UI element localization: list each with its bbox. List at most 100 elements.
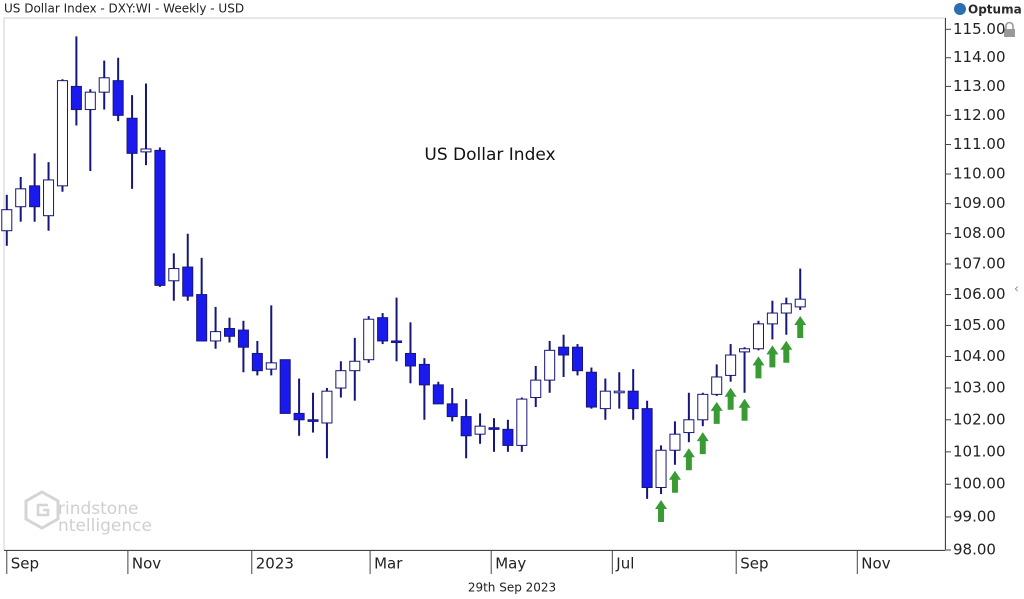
- candle-body: [154, 149, 166, 286]
- candle-body: [391, 340, 403, 344]
- candle-body: [697, 393, 709, 421]
- y-tick-label: 115.00: [953, 20, 1006, 38]
- candle-body: [168, 268, 180, 282]
- y-tick-label: 105.00: [953, 316, 1006, 334]
- y-tick-label: 101.00: [953, 442, 1006, 460]
- candle-body: [251, 352, 263, 372]
- candle-body: [196, 294, 208, 342]
- up-arrow: [794, 315, 807, 338]
- watermark-text: rindstone: [58, 499, 138, 519]
- y-tick-label: 114.00: [953, 48, 1006, 66]
- x-tick-label: Nov: [861, 555, 890, 573]
- candle-body: [70, 85, 82, 111]
- candle-body: [669, 433, 681, 451]
- x-tick-label: 2023: [256, 555, 294, 573]
- y-tick-label: 102.00: [953, 410, 1006, 428]
- candle-body: [29, 185, 41, 208]
- candle-body: [474, 425, 486, 435]
- x-tick-label: Sep: [740, 555, 768, 573]
- y-tick-label: 100.00: [953, 475, 1006, 493]
- candle-body: [627, 390, 639, 410]
- y-tick-label: 112.00: [953, 106, 1006, 124]
- y-tick-label: 109.00: [953, 194, 1006, 212]
- candle-body: [794, 298, 806, 308]
- candle-body: [293, 412, 305, 421]
- candle-body: [210, 331, 222, 342]
- candle-body: [279, 359, 291, 414]
- candle-body: [43, 179, 55, 217]
- y-tick-label: 108.00: [953, 224, 1006, 242]
- up-arrow: [682, 448, 695, 471]
- candle-body: [265, 362, 277, 370]
- y-tick-label: 99.00: [953, 507, 996, 525]
- candle-body: [321, 390, 333, 424]
- candle-body: [418, 363, 430, 386]
- x-tick-label: Mar: [374, 555, 403, 573]
- up-arrow: [724, 387, 737, 410]
- candle-body: [725, 354, 737, 376]
- candle-body: [126, 117, 138, 154]
- footer-date: 29th Sep 2023: [468, 581, 556, 595]
- up-arrow: [780, 340, 793, 363]
- candle-body: [516, 398, 528, 446]
- lock-icon: [1004, 21, 1015, 37]
- up-arrow: [696, 432, 709, 455]
- x-tick-label: Jul: [615, 555, 634, 573]
- up-arrow: [710, 401, 723, 424]
- candle-body: [15, 188, 27, 208]
- candle-body: [84, 91, 96, 111]
- annotation: US Dollar Index: [424, 145, 555, 165]
- candle-body: [739, 348, 751, 353]
- y-tick-label: 111.00: [953, 135, 1006, 153]
- up-arrow: [655, 500, 668, 523]
- candle-body: [766, 312, 778, 325]
- candle-body: [502, 428, 514, 446]
- candle-body: [140, 148, 152, 153]
- candle-body: [349, 360, 361, 372]
- candle-body: [641, 408, 653, 488]
- candle-body: [432, 384, 444, 405]
- candle-body: [571, 346, 584, 372]
- up-arrow: [752, 356, 765, 379]
- candle-body: [237, 329, 249, 348]
- y-tick-label: 110.00: [953, 164, 1006, 182]
- y-tick-label: 98.00: [953, 541, 996, 559]
- candle-body: [752, 323, 764, 350]
- y-tick-label: 103.00: [953, 379, 1006, 397]
- x-tick-label: Nov: [132, 555, 161, 573]
- y-tick-label: 113.00: [953, 77, 1006, 95]
- candle-body: [335, 370, 347, 389]
- brand-logo: Optuma: [954, 3, 1022, 17]
- candle-body: [223, 328, 236, 337]
- candle-body: [558, 346, 570, 356]
- candle-body: [530, 379, 542, 399]
- y-axis-line: [945, 18, 946, 550]
- candle-body: [182, 266, 194, 297]
- chart-title: US Dollar Index - DXY:WI - Weekly - USD: [4, 2, 244, 16]
- candle-body: [56, 80, 68, 187]
- candle-body: [585, 371, 597, 408]
- watermark: rindstone ntelligence: [24, 490, 152, 536]
- x-tick-label: May: [495, 555, 526, 573]
- up-arrow: [738, 398, 751, 421]
- candle-body: [307, 419, 319, 422]
- y-tick-label: 104.00: [953, 347, 1006, 365]
- candle-body: [98, 77, 110, 93]
- candle-body: [446, 403, 458, 418]
- candle-body: [780, 303, 792, 314]
- up-arrow: [766, 345, 779, 368]
- candle-body: [711, 376, 723, 395]
- y-tick-label: 106.00: [953, 285, 1006, 303]
- candle-body: [613, 390, 625, 394]
- candle-body: [599, 390, 611, 410]
- candle-body: [683, 419, 695, 434]
- collapse-handle[interactable]: ‹: [1014, 282, 1019, 296]
- candle-body: [488, 427, 500, 430]
- candle-body: [1, 209, 13, 232]
- candle-body: [460, 416, 472, 437]
- candles: [1, 36, 806, 499]
- candle-body: [363, 318, 375, 361]
- candle-body: [377, 317, 389, 342]
